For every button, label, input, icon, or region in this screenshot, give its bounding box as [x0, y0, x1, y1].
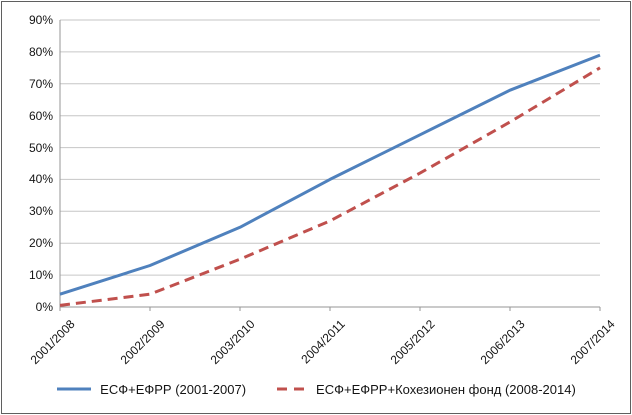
- y-axis-tick-label: 0%: [35, 300, 53, 314]
- legend-item-esf-efrr-cohesion: ЕСФ+ЕФРР+Кохезионен фонд (2008-2014): [276, 382, 576, 397]
- y-axis-tick-label: 10%: [28, 268, 53, 283]
- legend-item-esf-efrr: ЕСФ+ЕФРР (2001-2007): [56, 382, 246, 397]
- legend-line-sample-solid: [56, 386, 92, 392]
- legend-line-sample-dashed: [276, 386, 308, 392]
- y-axis-tick-label: 40%: [28, 172, 53, 187]
- y-axis-tick-label: 60%: [28, 108, 53, 123]
- legend-label-esf-efrr: ЕСФ+ЕФРР (2001-2007): [100, 381, 247, 397]
- y-axis-tick-label: 70%: [28, 76, 53, 91]
- y-axis-tick-label: 90%: [28, 13, 53, 27]
- legend-label-esf-efrr-cohesion: ЕСФ+ЕФРР+Кохезионен фонд (2008-2014): [316, 381, 576, 397]
- y-axis-tick-label: 80%: [28, 44, 53, 59]
- legend-sample-line: [57, 387, 92, 391]
- series-line-0: [59, 53, 601, 296]
- chart-legend: ЕСФ+ЕФРР (2001-2007) ЕСФ+ЕФРР+Кохезионен…: [0, 379, 632, 399]
- y-axis-tick-label: 30%: [28, 204, 53, 219]
- y-axis-tick-label: 50%: [28, 140, 53, 155]
- y-axis-tick-label: 20%: [28, 236, 53, 251]
- legend-sample-line: [277, 387, 308, 391]
